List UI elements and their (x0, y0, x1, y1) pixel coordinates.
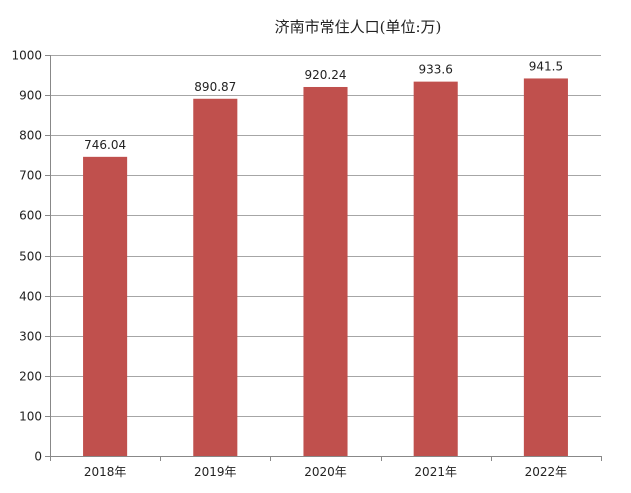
y-tick-label: 1000 (11, 49, 42, 63)
x-category-label: 2021年 (414, 465, 457, 479)
bar (523, 78, 568, 457)
data-label: 933.6 (419, 63, 453, 77)
y-tick-label: 800 (19, 129, 42, 143)
y-tick-label: 100 (19, 410, 42, 424)
bar (413, 81, 458, 456)
x-category-label: 2020年 (304, 465, 347, 479)
y-tick-label: 900 (19, 89, 42, 103)
bar (303, 86, 348, 456)
data-label: 746.04 (84, 138, 126, 152)
bar (193, 98, 238, 456)
data-label: 890.87 (194, 80, 236, 94)
bars (83, 78, 568, 457)
x-category-label: 2019年 (194, 465, 237, 479)
y-tick-label: 400 (19, 290, 42, 304)
data-label: 920.24 (305, 68, 347, 82)
y-tick-label: 700 (19, 169, 42, 183)
x-axis-categories: 2018年 2019年 2020年 2021年 2022年 (84, 465, 567, 479)
y-axis-ticks: 0 100 200 300 400 500 600 700 800 900 1000 (11, 49, 42, 464)
y-tick-label: 200 (19, 370, 42, 384)
data-labels: 746.04 890.87 920.24 933.6 941.5 (84, 59, 563, 151)
y-tick-label: 600 (19, 209, 42, 223)
x-category-label: 2022年 (525, 465, 568, 479)
bar (83, 156, 128, 457)
data-label: 941.5 (529, 59, 563, 73)
y-tick-label: 500 (19, 250, 42, 264)
x-category-label: 2018年 (84, 465, 127, 479)
chart-title: 济南市常住人口(单位:万) (275, 18, 442, 36)
y-tick-label: 300 (19, 330, 42, 344)
y-tick-label: 0 (34, 450, 42, 464)
